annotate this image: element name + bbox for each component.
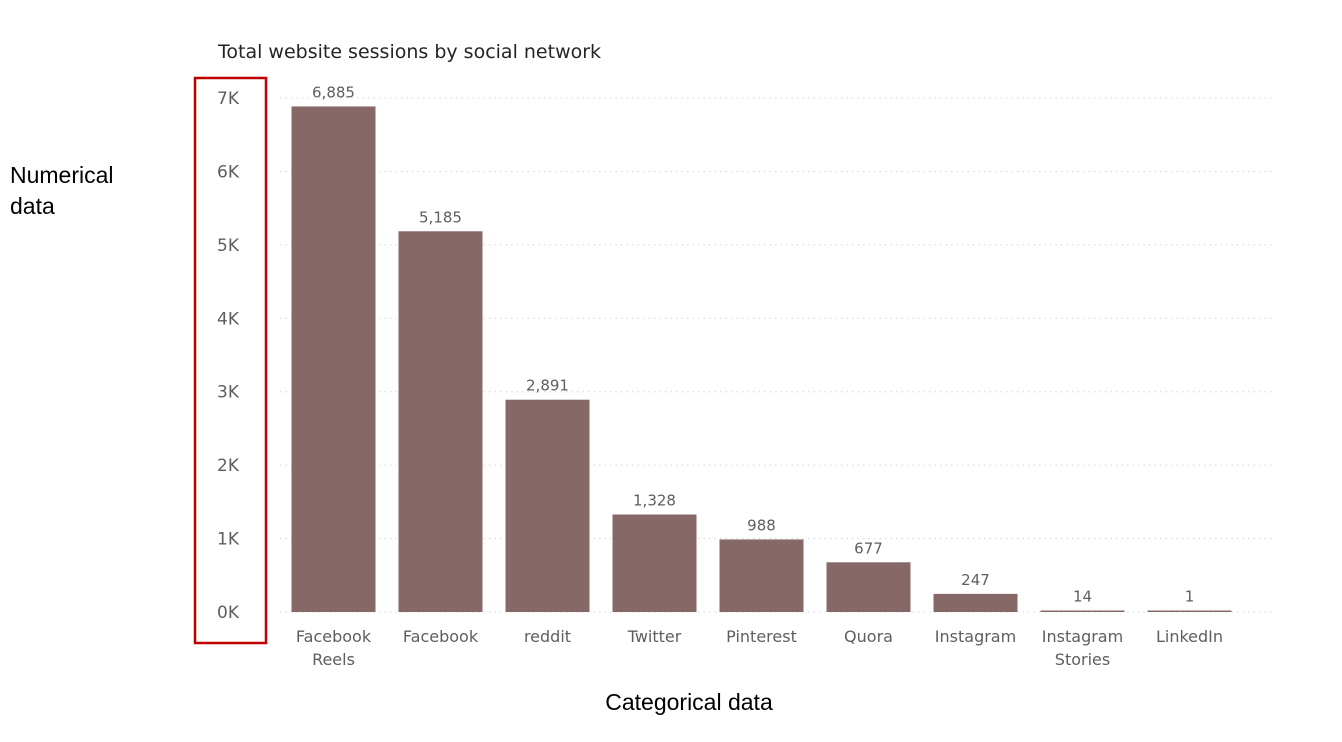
bar [505, 399, 590, 612]
y-tick-label: 6K [217, 162, 240, 182]
x-tick-label: Facebook [403, 627, 479, 646]
x-axis-annotation: Categorical data [605, 689, 773, 715]
x-tick-label: Pinterest [726, 627, 797, 646]
bar [398, 231, 483, 612]
data-label: 5,185 [419, 208, 462, 226]
y-annotation-line-2: data [10, 193, 55, 219]
bar [291, 106, 376, 613]
data-labels: 6,885 5,185 2,891 1,328 988 677 247 14 1 [312, 83, 1194, 605]
x-tick-label: Quora [844, 627, 893, 646]
y-tick-label: 0K [217, 603, 240, 623]
x-tick-label: Instagram Stories [1042, 627, 1123, 669]
x-tick-label-line: Facebook [296, 627, 372, 646]
x-tick-label: Facebook Reels [296, 627, 372, 669]
x-tick-label-line: Instagram [935, 627, 1016, 646]
bar [1040, 610, 1125, 612]
bar [933, 593, 1018, 612]
x-tick-label-line: Quora [844, 627, 893, 646]
data-label: 2,891 [526, 377, 569, 395]
x-tick-label: Instagram [935, 627, 1016, 646]
data-label: 1 [1185, 588, 1195, 606]
data-label: 247 [961, 571, 990, 589]
x-tick-label: Twitter [627, 627, 682, 646]
data-label: 1,328 [633, 491, 676, 509]
y-tick-label: 2K [217, 456, 240, 476]
y-tick-label: 1K [217, 530, 240, 550]
bar [719, 539, 804, 612]
x-tick-label-line: Pinterest [726, 627, 797, 646]
x-tick-label: LinkedIn [1156, 627, 1223, 646]
data-label: 6,885 [312, 83, 355, 101]
data-label: 14 [1073, 588, 1092, 606]
x-tick-label-line: Reels [312, 650, 355, 669]
y-tick-label: 5K [217, 236, 240, 256]
data-label: 677 [854, 539, 883, 557]
bar [1147, 610, 1232, 612]
y-tick-label: 7K [217, 89, 240, 109]
x-tick-label-line: reddit [524, 627, 571, 646]
bar [826, 562, 911, 612]
x-axis-categories: Facebook Reels Facebook reddit Twitter Pinter… [296, 627, 1223, 669]
y-tick-label: 4K [217, 309, 240, 329]
x-tick-label-line: Instagram [1042, 627, 1123, 646]
chart-title: Total website sessions by social network [217, 41, 601, 63]
y-axis-highlight-box [193, 76, 268, 645]
y-annotation-line-1: Numerical [10, 162, 114, 188]
y-axis-ticks: 0K 1K 2K 3K 4K 5K 6K 7K [217, 89, 240, 623]
bar [612, 514, 697, 612]
x-tick-label-line: Twitter [627, 627, 682, 646]
x-tick-label: reddit [524, 627, 571, 646]
data-label: 988 [747, 516, 776, 534]
x-tick-label-line: LinkedIn [1156, 627, 1223, 646]
bars [291, 106, 1232, 613]
x-tick-label-line: Facebook [403, 627, 479, 646]
x-tick-label-line: Stories [1055, 650, 1110, 669]
y-tick-label: 3K [217, 383, 240, 403]
y-axis-annotation: Numerical data [10, 162, 120, 219]
